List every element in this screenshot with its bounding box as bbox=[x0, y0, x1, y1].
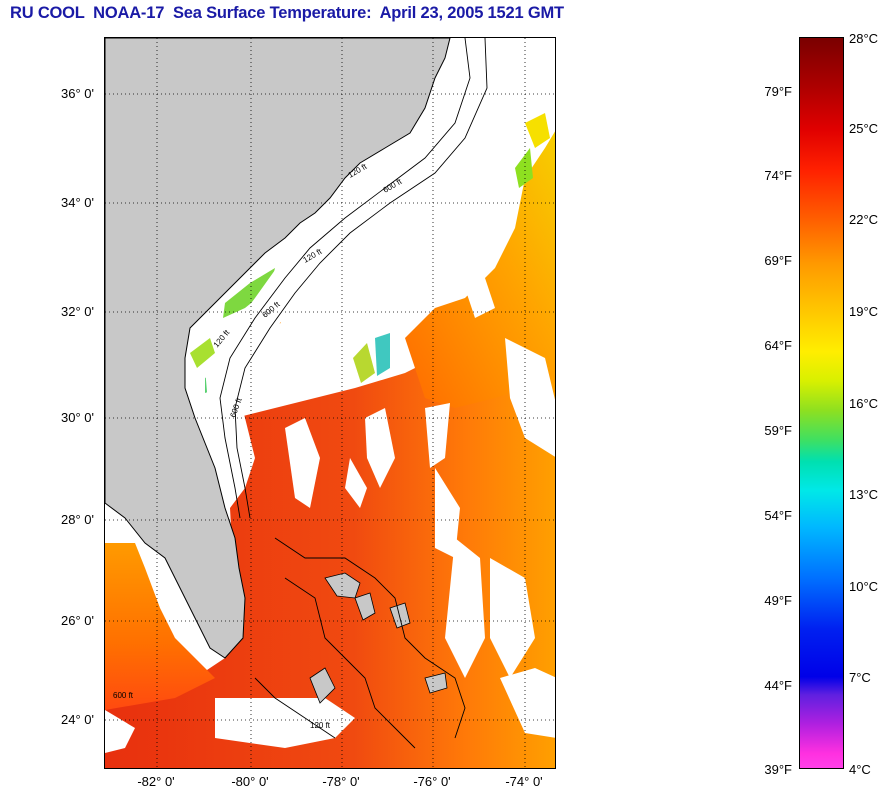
colorbar-celsius-label: 13°C bbox=[849, 487, 879, 502]
longitude-label: -82° 0' bbox=[137, 774, 175, 789]
colorbar-celsius-label: 22°C bbox=[849, 212, 879, 227]
bahamas-islands bbox=[309, 572, 448, 704]
isobath-contours bbox=[219, 38, 488, 749]
sst-map: 120 ft 600 ft 120 ft 600 ft 120 ft 600 f… bbox=[104, 37, 556, 769]
sst-map-canvas: 120 ft 600 ft 120 ft 600 ft 120 ft 600 f… bbox=[105, 38, 555, 768]
northern-water-region bbox=[405, 131, 555, 408]
cloud-mask bbox=[105, 278, 555, 753]
colorbar-celsius-label: 28°C bbox=[849, 31, 879, 46]
gulf-water-region bbox=[105, 543, 215, 710]
colorbar-celsius-label: 7°C bbox=[849, 670, 871, 685]
latitude-label: 24° 0' bbox=[61, 712, 94, 727]
latitude-label: 28° 0' bbox=[61, 512, 94, 527]
colorbar-fahrenheit-label: 39°F bbox=[764, 762, 792, 777]
map-graticule bbox=[105, 38, 555, 768]
colorbar-fahrenheit-label: 64°F bbox=[764, 338, 792, 353]
colorbar-celsius-label: 10°C bbox=[849, 579, 879, 594]
isobath-label: 600 ft bbox=[113, 691, 134, 700]
colorbar-fahrenheit-label: 69°F bbox=[764, 253, 792, 268]
latitude-label: 30° 0' bbox=[61, 410, 94, 425]
temperature-colorbar bbox=[799, 37, 844, 769]
isobath-label: 120 ft bbox=[310, 721, 331, 730]
latitude-label: 32° 0' bbox=[61, 304, 94, 319]
continental-shelf bbox=[205, 38, 505, 508]
shelf-cool-patches bbox=[190, 113, 550, 393]
colorbar-fahrenheit-label: 49°F bbox=[764, 593, 792, 608]
latitude-label: 36° 0' bbox=[61, 86, 94, 101]
colorbar-fahrenheit-label: 74°F bbox=[764, 168, 792, 183]
colorbar-fahrenheit-label: 54°F bbox=[764, 508, 792, 523]
latitude-label: 34° 0' bbox=[61, 195, 94, 210]
colorbar-fahrenheit-label: 44°F bbox=[764, 678, 792, 693]
longitude-label: -76° 0' bbox=[413, 774, 451, 789]
colorbar-fahrenheit-label: 79°F bbox=[764, 84, 792, 99]
colorbar-celsius-label: 16°C bbox=[849, 396, 879, 411]
colorbar-fahrenheit-label: 59°F bbox=[764, 423, 792, 438]
colorbar-celsius-label: 25°C bbox=[849, 121, 879, 136]
colorbar-celsius-label: 19°C bbox=[849, 304, 879, 319]
latitude-label: 26° 0' bbox=[61, 613, 94, 628]
colorbar-celsius-label: 4°C bbox=[849, 762, 871, 777]
longitude-label: -74° 0' bbox=[505, 774, 543, 789]
longitude-label: -78° 0' bbox=[322, 774, 360, 789]
land-mass bbox=[105, 38, 451, 659]
longitude-label: -80° 0' bbox=[231, 774, 269, 789]
map-title: RU COOL NOAA-17 Sea Surface Temperature:… bbox=[10, 4, 564, 22]
